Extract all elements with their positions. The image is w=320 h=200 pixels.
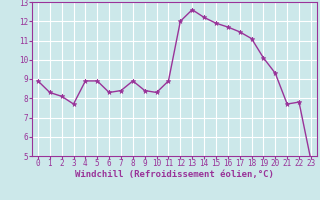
X-axis label: Windchill (Refroidissement éolien,°C): Windchill (Refroidissement éolien,°C) (75, 170, 274, 179)
